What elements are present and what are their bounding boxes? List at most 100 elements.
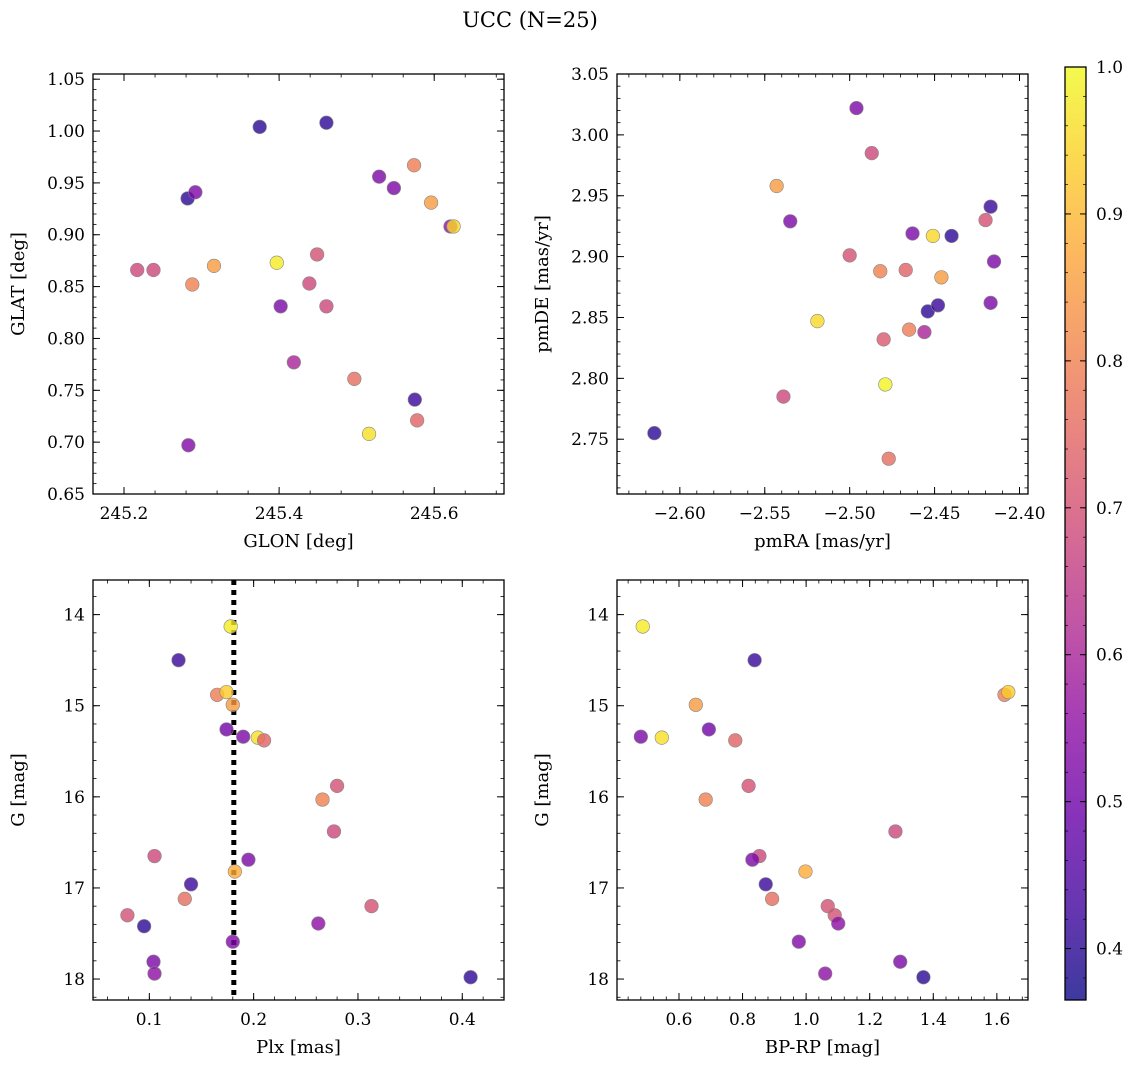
data-point <box>728 733 743 748</box>
data-point <box>769 178 784 194</box>
subplot-bprp-g: 0.6 0.8 1.0 1.2 1.4 1.6 14 15 16 17 18 BP-RP [mag] G… <box>532 579 1029 1058</box>
x-tick-label: −2.60 <box>654 504 706 524</box>
data-point <box>930 298 946 313</box>
x-axis-label: GLON [deg] <box>243 531 353 552</box>
y-tick-label: 14 <box>63 606 85 626</box>
data-point <box>1001 684 1016 700</box>
data-point <box>818 966 833 981</box>
x-tick-label: 1.2 <box>856 1010 883 1030</box>
data-point <box>407 392 422 407</box>
x-tick-label: −2.45 <box>909 504 961 524</box>
colorbar: 0.4 0.5 0.6 0.7 0.8 0.9 1.0 <box>1064 58 1123 1001</box>
axes-frame <box>92 73 505 495</box>
data-point <box>633 729 648 744</box>
data-point <box>183 877 199 892</box>
data-point <box>146 954 161 969</box>
colorbar-tick-label: 0.9 <box>1096 205 1123 225</box>
y-tick-label: 0.95 <box>47 174 85 194</box>
data-point <box>701 722 716 737</box>
data-point <box>241 852 256 867</box>
x-tick-label: 1.6 <box>983 1010 1010 1030</box>
subplots: 245.2 245.4 245.6 0.65 0.70 0.75 0.80 0.85 0.90 0… <box>8 65 1046 1058</box>
data-point <box>225 934 240 949</box>
x-tick-label: 0.6 <box>665 1010 692 1030</box>
data-point <box>219 684 234 700</box>
data-point <box>319 299 334 314</box>
x-axis-label: pmRA [mas/yr] <box>754 531 891 552</box>
colorbar-tick-label: 0.7 <box>1096 499 1123 519</box>
y-tick-label: 15 <box>587 697 609 717</box>
y-tick-label: 16 <box>587 788 609 808</box>
data-point <box>776 389 791 404</box>
y-tick-label: 0.90 <box>47 226 85 246</box>
data-point <box>925 228 940 244</box>
x-tick-label: 245.4 <box>255 504 304 524</box>
x-axis-label: BP-RP [mag] <box>765 1037 880 1058</box>
y-tick-label: 2.90 <box>571 248 609 268</box>
y-axis-label: G [mag] <box>532 753 553 826</box>
data-point <box>147 966 162 981</box>
y-tick-label: 1.05 <box>47 70 85 90</box>
data-point <box>361 426 377 441</box>
data-point <box>273 299 288 314</box>
data-point <box>188 185 203 200</box>
colorbar-tick-label: 0.4 <box>1096 940 1123 960</box>
x-tick-label: 0.1 <box>136 1010 163 1030</box>
x-tick-label: −2.50 <box>824 504 876 524</box>
y-tick-label: 15 <box>63 697 85 717</box>
data-point <box>137 919 152 934</box>
data-point <box>315 792 330 807</box>
data-point <box>916 970 931 985</box>
data-point <box>386 180 401 196</box>
data-point <box>302 276 317 291</box>
data-point <box>864 146 879 161</box>
points <box>120 619 478 985</box>
points <box>130 115 461 453</box>
data-point <box>876 332 891 347</box>
data-point <box>410 413 425 428</box>
data-point <box>130 262 145 278</box>
data-point <box>185 277 200 292</box>
subplot-pmra-pmde: −2.60 −2.55 −2.50 −2.45 −2.40 2.75 2.80 2.85 2.9… <box>532 65 1046 552</box>
data-point <box>783 214 798 229</box>
data-point <box>310 247 325 262</box>
data-point <box>364 899 379 914</box>
data-point <box>978 212 993 228</box>
y-tick-label: 2.80 <box>571 369 609 389</box>
y-tick-label: 2.95 <box>571 187 609 207</box>
data-point <box>177 891 192 906</box>
subplot-glon-glat: 245.2 245.4 245.6 0.65 0.70 0.75 0.80 0.85 0.90 0… <box>8 70 505 552</box>
data-point <box>206 258 222 273</box>
data-point <box>424 195 439 210</box>
y-tick-label: 18 <box>63 970 85 990</box>
data-point <box>741 778 756 794</box>
data-point <box>898 262 913 278</box>
data-point <box>849 100 864 116</box>
data-point <box>934 270 949 285</box>
data-point <box>881 451 896 466</box>
y-tick-label: 3.00 <box>571 126 609 146</box>
data-point <box>791 934 806 949</box>
data-point <box>219 722 234 737</box>
y-tick-label: 18 <box>587 970 609 990</box>
data-point <box>446 219 461 234</box>
data-point <box>120 908 135 923</box>
data-point <box>688 697 703 712</box>
data-point <box>256 733 272 748</box>
data-point <box>831 916 846 931</box>
data-point <box>329 778 345 794</box>
axes-frame <box>616 73 1029 495</box>
x-tick-label: 0.8 <box>729 1010 756 1030</box>
x-tick-label: 0.2 <box>240 1010 267 1030</box>
x-tick-label: 0.4 <box>449 1010 476 1030</box>
x-axis-label: Plx [mas] <box>256 1037 341 1058</box>
data-point <box>745 852 760 867</box>
data-point <box>758 877 773 892</box>
data-point <box>311 916 326 931</box>
data-point <box>905 226 920 241</box>
y-tick-label: 0.75 <box>47 381 85 401</box>
x-tick-label: −2.55 <box>739 504 791 524</box>
data-point <box>917 324 932 340</box>
data-point <box>372 169 387 184</box>
data-point <box>810 314 825 329</box>
